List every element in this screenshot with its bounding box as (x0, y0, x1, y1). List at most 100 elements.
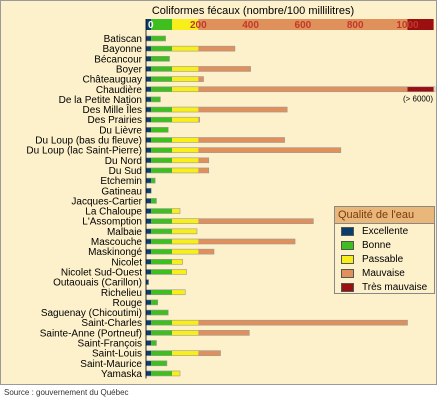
header-band (151, 19, 173, 30)
bar-segment (151, 239, 173, 244)
bar-segment (146, 178, 152, 184)
bar-segment (146, 228, 152, 234)
bar-segment (146, 96, 152, 102)
x-tick-label: 600 (295, 20, 312, 31)
legend-label: Mauvaise (362, 268, 405, 279)
bar-segment (151, 36, 166, 41)
bar-segment (198, 167, 209, 173)
bar-segment (146, 289, 152, 295)
bar-segment (151, 86, 173, 92)
bar-segment (151, 56, 170, 62)
chart-frame: Coliformes fécaux (nombre/100 millilitre… (0, 0, 437, 385)
bar-segment (151, 107, 173, 113)
bar-segment (151, 96, 161, 102)
legend: Qualité de l'eau Excellente Bonne Passab… (334, 206, 435, 294)
category-label: Bayonne (103, 44, 143, 55)
bar-segment (151, 289, 173, 295)
bar-chart: Coliformes fécaux (nombre/100 millilitre… (26, 5, 436, 380)
bar-segment (151, 117, 173, 123)
bar-segment (151, 46, 173, 52)
bar-segment (151, 198, 157, 204)
bar-segment (151, 249, 173, 255)
bar-segment (151, 269, 173, 275)
category-label: Du Loup (bas du fleuve) (35, 136, 142, 147)
bar-segment (198, 46, 235, 52)
category-label: Des Mille Îles (83, 103, 142, 116)
bar-segment (146, 198, 152, 204)
bar-segment (151, 320, 173, 326)
bar-segment (151, 228, 173, 234)
bar-segment (151, 137, 173, 143)
bar-segment (146, 66, 152, 72)
header-band (198, 19, 408, 30)
bar-segment (151, 167, 173, 173)
bar-segment (172, 107, 199, 113)
legend-item-bonne: Bonne (341, 239, 434, 252)
legend-swatch-bonne (341, 241, 354, 250)
bar-segment (146, 137, 152, 143)
bar-segment (198, 107, 288, 113)
bar-segment (146, 188, 152, 194)
source-note: Source : gouvernement du Québec (4, 388, 129, 397)
bar-segment (146, 360, 152, 366)
bar-segment (198, 350, 221, 356)
legend-swatch-excellente (341, 227, 354, 236)
bar-segment (151, 360, 167, 366)
bar-segment (146, 310, 152, 316)
bar-segment (151, 147, 173, 153)
bar-segment (172, 239, 199, 244)
category-label: Du Nord (105, 156, 142, 167)
bar-segment (146, 46, 152, 52)
bar-segment (198, 239, 296, 244)
x-tick-label: 800 (347, 20, 364, 31)
bar-segment (146, 340, 152, 346)
bar-segment (172, 370, 180, 376)
bar-segment (172, 86, 199, 92)
bar-segment (146, 350, 152, 356)
bar-segment (146, 127, 152, 133)
category-label: Nicolet Sud-Ouest (61, 267, 142, 278)
bar-annotation: (> 6000) (403, 94, 433, 103)
bar-segment (198, 117, 200, 123)
bar-segment (172, 147, 199, 153)
bar-segment (146, 249, 152, 255)
legend-label: Bonne (362, 240, 391, 251)
bar-segment (198, 249, 214, 255)
bar-segment (151, 340, 157, 346)
bar-segment (172, 259, 183, 265)
bar-segment (146, 36, 152, 41)
category-label: Outaouais (Carillon) (53, 278, 142, 289)
category-label: Malbaie (107, 227, 142, 238)
bar-segment (146, 269, 152, 275)
bar-segment (198, 66, 251, 72)
bar-segment (172, 117, 199, 123)
bar-segment (151, 66, 173, 72)
x-tick-label: 0 (148, 20, 154, 31)
category-label: Châteauguay (83, 75, 143, 86)
category-label: Rouge (113, 298, 143, 309)
bar-segment (172, 320, 199, 326)
category-label: Saguenay (Chicoutimi) (41, 308, 142, 319)
header-band (172, 19, 199, 30)
legend-item-mauvaise: Mauvaise (341, 267, 434, 280)
bar-segment (146, 117, 152, 123)
category-label: Richelieu (101, 288, 142, 299)
bar-segment (151, 310, 169, 316)
bar-segment (198, 137, 285, 143)
bar-segment (172, 46, 199, 52)
category-label: Du Sud (109, 166, 142, 177)
bar-segment (146, 107, 152, 113)
bar-segment (198, 147, 341, 153)
bar-segment (146, 86, 152, 92)
bar-segment (151, 218, 173, 224)
bar-segment (146, 56, 152, 62)
category-label: Batiscan (104, 34, 142, 45)
legend-item-excellente: Excellente (341, 225, 434, 238)
legend-label: Excellente (362, 226, 409, 237)
category-label: La Chaloupe (85, 207, 142, 218)
category-label: Yamaska (101, 369, 142, 380)
x-tick-label: 1000 (396, 20, 419, 31)
category-label: L'Assomption (82, 217, 142, 228)
bar-segment (146, 279, 149, 285)
bar-segment (198, 218, 314, 224)
